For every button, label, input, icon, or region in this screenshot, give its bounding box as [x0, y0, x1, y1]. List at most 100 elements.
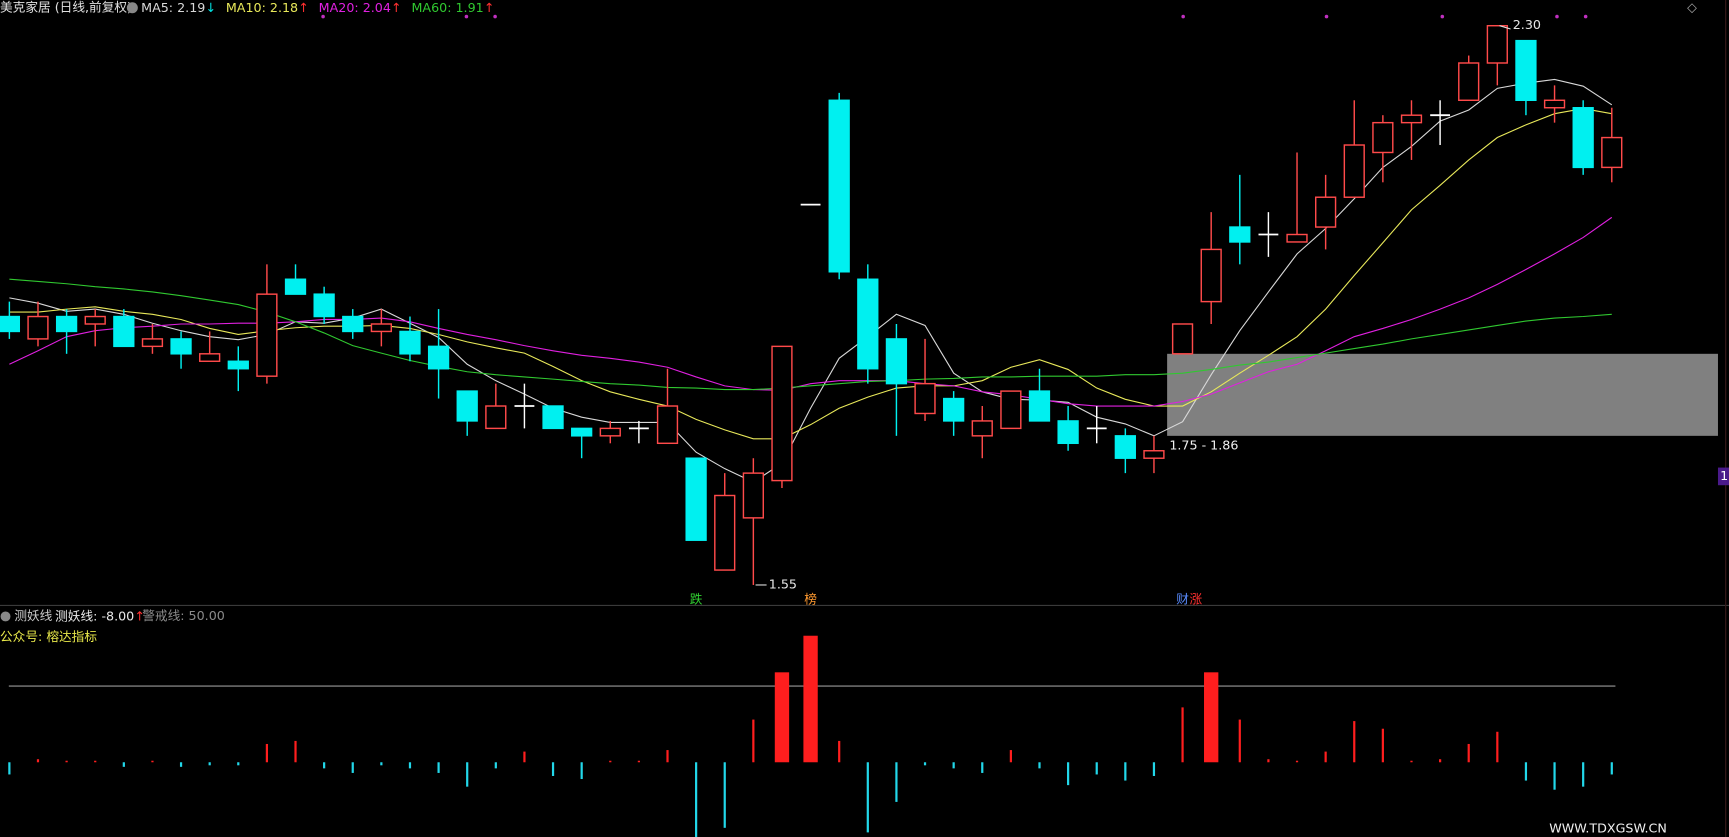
- candle-body: [714, 494, 736, 571]
- indicator-bar: [1152, 762, 1156, 776]
- candle-body: [971, 420, 993, 437]
- watermark: WWW.TDXGSW.CN: [1549, 821, 1667, 836]
- candle-body: [1028, 390, 1051, 422]
- dot: [321, 14, 325, 19]
- annotation-arrow: [1499, 25, 1511, 30]
- candle-body: [1114, 435, 1136, 459]
- indicator-bar: [838, 740, 841, 763]
- indicator-bar: [637, 760, 640, 763]
- indicator-bar: [323, 762, 326, 769]
- candle-body: [1372, 121, 1394, 154]
- candle-body: [885, 338, 908, 385]
- candle-body: [1400, 114, 1423, 124]
- indicator-bar: [1410, 760, 1413, 763]
- indicator-bar: [695, 762, 698, 837]
- candle-body: [485, 405, 507, 430]
- candle-body: [685, 457, 707, 541]
- indicator-value: 测妖线: -8.00↑: [55, 608, 145, 623]
- candle-body: [828, 99, 850, 273]
- indicator-bar: [408, 762, 412, 769]
- candle-body: [456, 390, 478, 422]
- dot: [1440, 14, 1445, 19]
- legend-name: MA10: 2.18: [226, 0, 298, 14]
- candle-body: [141, 338, 164, 348]
- candle-body: [170, 338, 192, 355]
- indicator-bar: [1496, 731, 1499, 763]
- indicator-bar: [1295, 760, 1299, 763]
- candle-body: [1286, 233, 1308, 243]
- dot: [1555, 14, 1559, 19]
- indicator-bar: [94, 760, 97, 763]
- candle-body: [1543, 99, 1566, 109]
- indicator-bar: [237, 762, 240, 766]
- indicator-bar: [351, 762, 354, 773]
- candle-body: [914, 382, 936, 415]
- legend-entry: MA20: 2.04↑: [319, 0, 402, 14]
- event-label: 跌: [690, 591, 703, 606]
- candle-body: [857, 278, 879, 370]
- badge: 1: [1720, 468, 1728, 483]
- indicator-name: 测妖线: [14, 608, 52, 623]
- indicator-bar: [1038, 762, 1041, 769]
- indicator-bar: [466, 762, 469, 787]
- legend-arrow: ↑: [484, 0, 495, 14]
- indicator-bar: [1353, 721, 1356, 763]
- candle-body: [1000, 390, 1022, 430]
- indicator-bar: [866, 762, 869, 833]
- legend-entry: MA5: 2.19↓: [141, 0, 216, 14]
- candle-body: [113, 315, 135, 348]
- candle-body: [1314, 196, 1337, 228]
- candle-body: [599, 427, 621, 437]
- plot: 1.75 - 1.86 2.30 1.55 跌 榜 财涨: [0, 17, 1718, 837]
- event-label: 涨: [1189, 591, 1202, 606]
- candle-body: [1601, 136, 1623, 169]
- legend-name: MA60: 1.91: [411, 0, 483, 14]
- indicator-bar: [1553, 762, 1556, 790]
- indicator-bar: [1324, 751, 1327, 763]
- candle-body: [399, 330, 421, 355]
- indicator-bar: [1124, 762, 1127, 781]
- candle-body: [256, 293, 278, 377]
- candle-body: [227, 360, 249, 370]
- dot: [1324, 14, 1329, 19]
- indicator-bar: [1467, 743, 1470, 763]
- legend-arrow: ↑: [391, 0, 402, 14]
- indicator-bar: [380, 762, 383, 766]
- indicator-bar: [774, 672, 790, 763]
- indicator-bar: [1009, 750, 1012, 763]
- candle-body: [84, 315, 106, 325]
- legend-entry: MA10: 2.18↑: [226, 0, 309, 14]
- indicator-icon[interactable]: [0, 611, 11, 622]
- corner-mark[interactable]: ◇: [1687, 0, 1697, 14]
- candle-body: [427, 345, 450, 370]
- indicator-bar: [122, 762, 125, 767]
- indicator-bar: [1381, 728, 1384, 763]
- chart-title: 美克家居 (日线,前复权): [0, 0, 132, 14]
- indicator-bar: [1095, 762, 1098, 775]
- indicator-bar: [1524, 762, 1528, 781]
- indicator-bar: [551, 762, 555, 776]
- candle-body: [1057, 420, 1079, 445]
- indicator-bar: [803, 635, 818, 763]
- indicator-bar: [1067, 762, 1070, 786]
- event-label: 财: [1176, 591, 1189, 606]
- indicator-bar: [437, 762, 440, 773]
- indicator-bar: [1181, 707, 1184, 763]
- badge-box: [1717, 467, 1729, 486]
- candle-body: [342, 315, 364, 333]
- indicator-bar: [981, 762, 984, 773]
- indicator-value-label: 测妖线: -8.00: [55, 608, 134, 623]
- indicator-bar: [895, 762, 898, 802]
- annotation-label: 2.30: [1513, 17, 1541, 32]
- candle-body: [571, 427, 593, 437]
- indicator-bar: [609, 760, 612, 763]
- dot: [464, 14, 469, 19]
- dot: [1583, 14, 1588, 19]
- candle-body: [1515, 39, 1537, 101]
- settings-icon[interactable]: [126, 2, 138, 14]
- candle-body: [199, 353, 221, 362]
- indicator-bar: [723, 762, 726, 828]
- legend-arrow: ↓: [205, 0, 216, 14]
- candle-body: [1343, 144, 1365, 198]
